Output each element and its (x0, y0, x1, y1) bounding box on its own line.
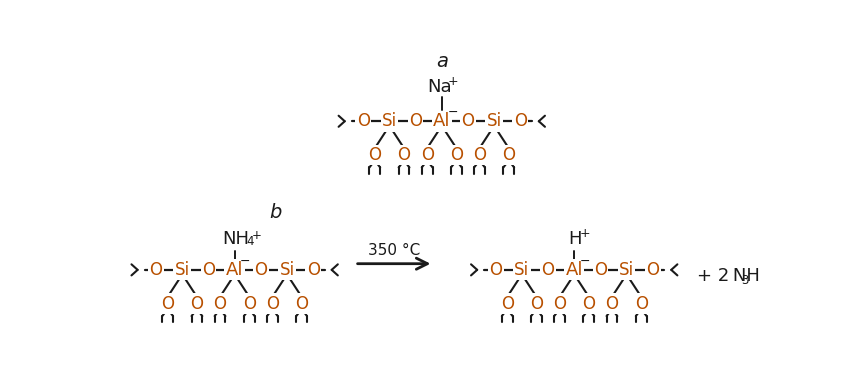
Text: O: O (541, 261, 554, 279)
Text: O: O (634, 295, 647, 313)
Text: O: O (243, 295, 256, 313)
Text: O: O (150, 261, 163, 279)
Text: O: O (473, 146, 486, 164)
Text: O: O (161, 295, 174, 313)
Text: O: O (356, 112, 369, 130)
Text: −: − (579, 255, 590, 268)
Text: O: O (646, 261, 659, 279)
Text: 350 °C: 350 °C (368, 243, 419, 258)
Text: O: O (409, 112, 422, 130)
Text: + 2 NH: + 2 NH (696, 267, 759, 285)
Text: Al: Al (432, 112, 450, 130)
Text: O: O (530, 295, 542, 313)
Text: a: a (436, 52, 447, 71)
Text: O: O (201, 261, 214, 279)
Text: O: O (513, 112, 526, 130)
Text: O: O (449, 146, 462, 164)
Text: O: O (553, 295, 566, 313)
Text: O: O (502, 146, 515, 164)
Text: Si: Si (381, 112, 397, 130)
Text: O: O (500, 295, 513, 313)
Text: O: O (190, 295, 203, 313)
Text: Si: Si (618, 261, 634, 279)
Text: +: + (251, 229, 262, 242)
Text: Al: Al (226, 261, 243, 279)
Text: O: O (461, 112, 474, 130)
Text: Na: Na (427, 78, 451, 95)
Text: O: O (294, 295, 307, 313)
Text: O: O (214, 295, 226, 313)
Text: O: O (593, 261, 606, 279)
Text: O: O (307, 261, 319, 279)
Text: Si: Si (514, 261, 529, 279)
Text: O: O (254, 261, 267, 279)
Text: Si: Si (279, 261, 294, 279)
Text: +: + (579, 227, 590, 240)
Text: O: O (488, 261, 502, 279)
Text: H: H (567, 230, 581, 248)
Text: O: O (397, 146, 410, 164)
Text: Al: Al (565, 261, 582, 279)
Text: −: − (447, 106, 457, 119)
Text: 4: 4 (246, 235, 253, 248)
Text: O: O (582, 295, 595, 313)
Text: O: O (604, 295, 617, 313)
Text: O: O (368, 146, 381, 164)
Text: −: − (240, 255, 251, 268)
Text: Si: Si (175, 261, 189, 279)
Text: O: O (420, 146, 433, 164)
Text: 3: 3 (740, 274, 748, 287)
Text: Si: Si (486, 112, 501, 130)
Text: O: O (265, 295, 279, 313)
Text: b: b (269, 203, 282, 222)
Text: NH: NH (221, 230, 249, 248)
Text: +: + (448, 75, 458, 88)
